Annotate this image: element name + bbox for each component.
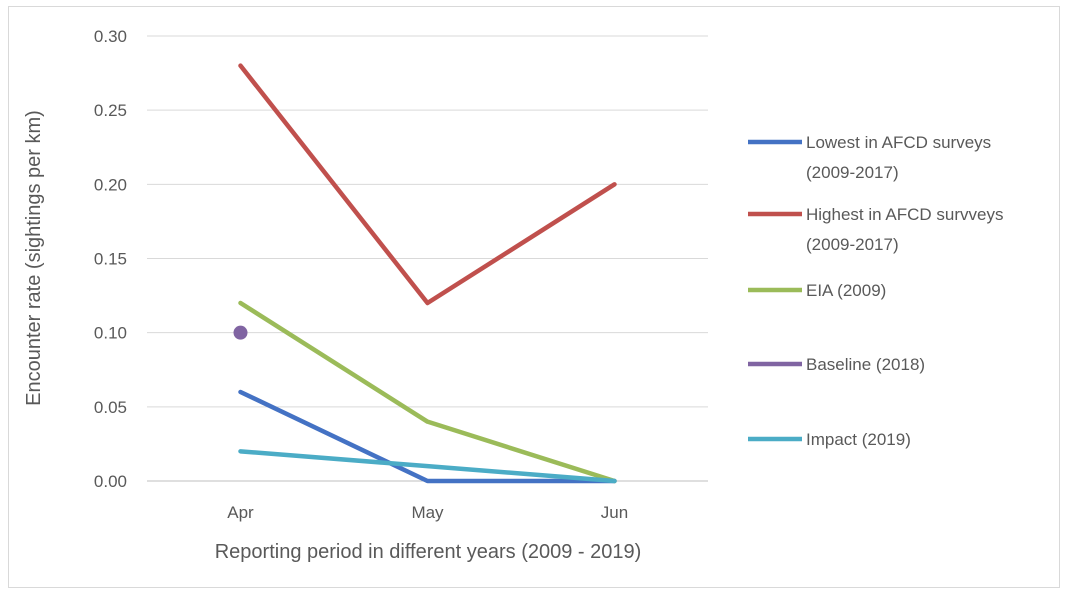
legend-label: Lowest in AFCD surveys — [806, 133, 991, 152]
legend: Lowest in AFCD surveys (2009-2017) Highest… — [748, 133, 1003, 449]
legend-label: (2009-2017) — [806, 163, 899, 182]
series-line — [238, 449, 617, 484]
y-tick-label: 0.05 — [94, 398, 127, 417]
data-point — [233, 325, 248, 340]
x-axis-ticks: Apr May Jun — [227, 503, 628, 522]
y-tick-label: 0.20 — [94, 175, 127, 194]
y-tick-label: 0.10 — [94, 324, 127, 343]
gridlines — [147, 35, 708, 482]
legend-label: Highest in AFCD survveys — [806, 205, 1003, 224]
x-tick-label: May — [411, 503, 444, 522]
series-line — [238, 300, 617, 484]
legend-label: EIA (2009) — [806, 281, 886, 300]
y-tick-label: 0.30 — [94, 27, 127, 46]
legend-label: Impact (2019) — [806, 430, 911, 449]
y-tick-label: 0.25 — [94, 101, 127, 120]
chart-frame — [8, 6, 1060, 588]
series-line — [238, 63, 617, 306]
y-axis-title: Encounter rate (sightings per km) — [23, 110, 45, 406]
y-axis-ticks: 0.00 0.05 0.10 0.15 0.20 0.25 0.30 — [94, 27, 127, 491]
x-tick-label: Apr — [227, 503, 254, 522]
legend-label: (2009-2017) — [806, 235, 899, 254]
x-tick-label: Jun — [601, 503, 628, 522]
y-tick-label: 0.00 — [94, 472, 127, 491]
series-lines — [233, 63, 617, 484]
y-tick-label: 0.15 — [94, 250, 127, 269]
x-axis-title: Reporting period in different years (200… — [215, 541, 642, 563]
legend-label: Baseline (2018) — [806, 355, 925, 374]
series-line — [238, 389, 617, 484]
